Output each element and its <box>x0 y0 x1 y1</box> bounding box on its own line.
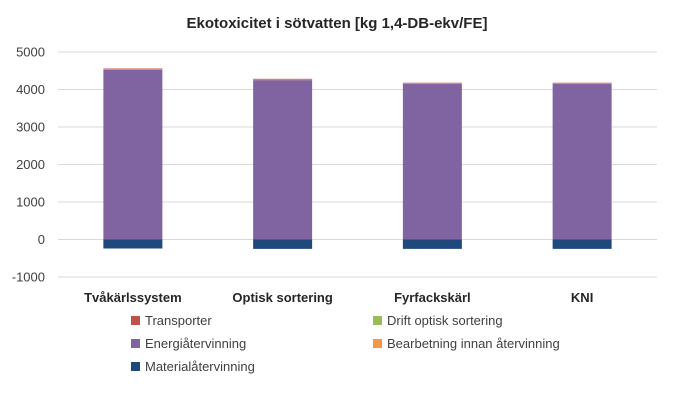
x-tick-label: Fyrfackskärl <box>394 290 471 305</box>
bar-segment-materialåtervinning <box>552 239 612 249</box>
x-axis-tick-labels: Tvåkärlssystem Optisk sortering Fyrfackskä… <box>84 290 593 305</box>
bar-segment-bearbetning-innan-återvinning <box>552 82 612 84</box>
bars <box>103 68 612 249</box>
bar-segment-energiåtervinning <box>552 83 612 240</box>
bar-segment-bearbetning-innan-återvinning <box>402 82 462 84</box>
y-tick-label: 1000 <box>16 195 45 210</box>
bar-segment-transporter <box>253 78 313 80</box>
y-tick-label: 5000 <box>16 45 45 60</box>
bar-segment-bearbetning-innan-återvinning <box>253 79 313 81</box>
bar-segment-energiåtervinning <box>253 80 313 240</box>
bar-segment-bearbetning-innan-återvinning <box>103 68 163 70</box>
y-tick-label: 3000 <box>16 120 45 135</box>
bar-segment-transporter <box>402 82 462 84</box>
bar-segment-materialåtervinning <box>402 239 462 249</box>
bar-segment-transporter <box>552 82 612 84</box>
bar-segment-energiåtervinning <box>402 83 462 240</box>
x-tick-label: KNI <box>571 290 593 305</box>
y-tick-label: 4000 <box>16 82 45 97</box>
x-tick-label: Tvåkärlssystem <box>84 290 182 305</box>
bar-segment-materialåtervinning <box>253 239 313 249</box>
chart-title: Ekotoxicitet i sötvatten [kg 1,4-DB-ekv/… <box>187 15 488 32</box>
y-tick-label: -1000 <box>12 270 45 285</box>
y-tick-label: 0 <box>38 232 45 247</box>
x-tick-label: Optisk sortering <box>232 290 332 305</box>
bar-segment-materialåtervinning <box>103 239 163 249</box>
bar-segment-energiåtervinning <box>103 69 163 240</box>
bar-segment-transporter <box>103 68 163 69</box>
y-axis-tick-labels: -1000 0 1000 2000 3000 4000 5000 <box>12 45 45 285</box>
y-tick-label: 2000 <box>16 157 45 172</box>
